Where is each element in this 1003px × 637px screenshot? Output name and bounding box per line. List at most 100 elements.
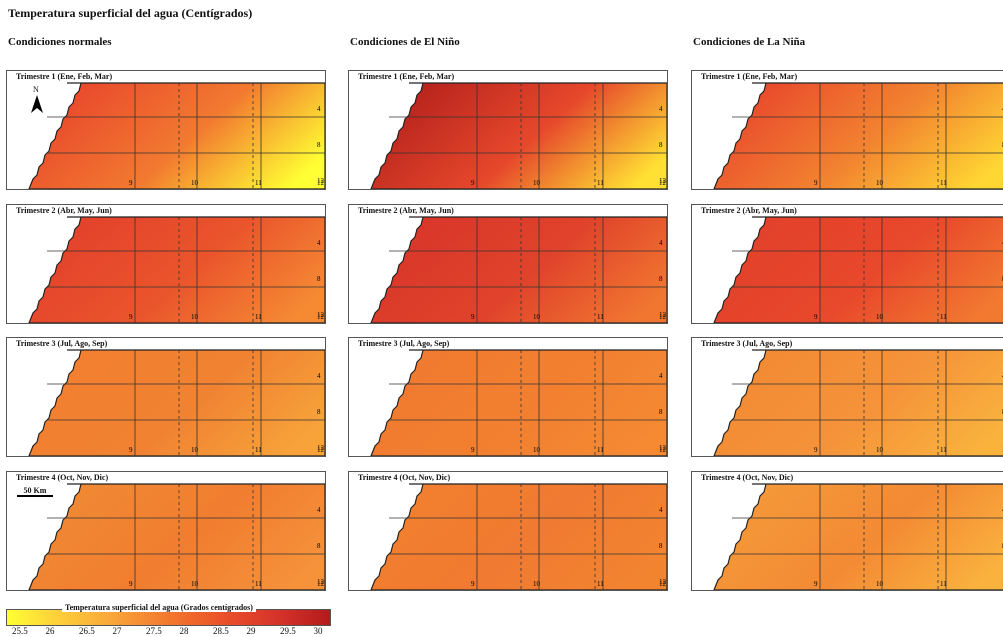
legend-tick-label: 26 (45, 626, 55, 636)
grid-column-label: 12 (317, 313, 325, 321)
grid-row-label: 12 (659, 311, 667, 319)
scale-bar: 50 Km (17, 486, 53, 497)
grid-column-label: 11 (597, 313, 604, 321)
grid-row-label: 8 (659, 542, 663, 550)
sea-area (713, 483, 1003, 590)
grid-row-label: 8 (317, 542, 321, 550)
grid-column-label: 11 (255, 179, 262, 187)
grid-row-label: 12 (317, 177, 325, 185)
grid-column-label: 9 (129, 179, 133, 187)
sea-area (713, 349, 1003, 456)
grid-column-label: 11 (597, 179, 604, 187)
grid-column-label: 12 (659, 179, 667, 187)
grid-column-label: 9 (129, 446, 133, 454)
grid-row-label: 8 (317, 408, 321, 416)
sea-area (370, 349, 667, 456)
map-panel-normal-q2: Trimestre 2 (Abr, May, Jun) 4 8 12 9 10 11 12 (6, 204, 326, 324)
sea-area (28, 483, 325, 590)
grid-row-label: 12 (659, 578, 667, 586)
sea-area (713, 82, 1003, 189)
panel-label: Trimestre 2 (Abr, May, Jun) (14, 206, 114, 215)
panel-label: Trimestre 1 (Ene, Feb, Mar) (14, 72, 115, 81)
grid-row-label: 4 (659, 506, 663, 514)
grid-column-label: 10 (533, 580, 541, 588)
panel-label: Trimestre 4 (Oct, Nov, Dic) (699, 473, 796, 482)
grid-row-label: 12 (317, 444, 325, 452)
legend-tick-label: 29.5 (280, 626, 296, 636)
grid-column-label: 9 (814, 580, 818, 588)
north-label: N (33, 85, 39, 94)
grid-row-label: 12 (317, 311, 325, 319)
north-arrow-icon: N (27, 85, 47, 115)
grid-column-label: 12 (659, 313, 667, 321)
sea-area (370, 216, 667, 323)
map-panel-nino-q2: Trimestre 2 (Abr, May, Jun) 4 8 12 9 10 11 12 (348, 204, 668, 324)
grid-column-label: 10 (191, 179, 199, 187)
sea-area (713, 216, 1003, 323)
map-panel-normal-q3: Trimestre 3 (Jul, Ago, Sep) 4 8 12 9 10 11 12 (6, 337, 326, 457)
grid-column-label: 10 (876, 446, 884, 454)
panel-label: Trimestre 2 (Abr, May, Jun) (356, 206, 456, 215)
grid-column-label: 10 (191, 580, 199, 588)
grid-column-label: 12 (659, 580, 667, 588)
panel-label: Trimestre 1 (Ene, Feb, Mar) (356, 72, 457, 81)
grid-column-label: 9 (471, 179, 475, 187)
sea-area (28, 216, 325, 323)
grid-column-label: 10 (191, 313, 199, 321)
grid-row-label: 4 (317, 372, 321, 380)
grid-column-label: 9 (814, 313, 818, 321)
panel-label: Trimestre 3 (Jul, Ago, Sep) (699, 339, 795, 348)
sea-area (28, 82, 325, 189)
panel-label: Trimestre 3 (Jul, Ago, Sep) (14, 339, 110, 348)
grid-column-label: 9 (814, 179, 818, 187)
grid-row-label: 12 (659, 177, 667, 185)
grid-row-label: 4 (317, 506, 321, 514)
grid-column-label: 9 (471, 446, 475, 454)
grid-column-label: 10 (533, 446, 541, 454)
grid-column-label: 10 (533, 313, 541, 321)
grid-column-label: 10 (533, 179, 541, 187)
legend-tick-label: 28 (179, 626, 189, 636)
grid-column-label: 9 (129, 313, 133, 321)
sea-area (370, 483, 667, 590)
grid-column-label: 11 (255, 313, 262, 321)
grid-row-label: 4 (317, 239, 321, 247)
grid-column-label: 12 (317, 446, 325, 454)
map-panel-normal-q4: Trimestre 4 (Oct, Nov, Dic) 4 8 12 9 10 11 12 50… (6, 471, 326, 591)
grid-column-label: 10 (191, 446, 199, 454)
grid-column-label: 11 (940, 580, 947, 588)
grid-column-label: 10 (876, 313, 884, 321)
grid-column-label: 11 (597, 446, 604, 454)
legend-tick-label: 30 (313, 626, 323, 636)
grid-column-label: 11 (940, 179, 947, 187)
sea-area (370, 82, 667, 189)
grid-row-label: 8 (317, 141, 321, 149)
map-panel-normal-q1: Trimestre 1 (Ene, Feb, Mar) 4 8 12 9 10 11 12 N (6, 70, 326, 190)
grid-row-label: 8 (659, 408, 663, 416)
grid-column-label: 9 (471, 313, 475, 321)
grid-column-label: 11 (597, 580, 604, 588)
grid-column-label: 11 (255, 580, 262, 588)
legend-tick-label: 28.5 (213, 626, 229, 636)
grid-column-label: 12 (659, 446, 667, 454)
legend-tick-label: 27 (112, 626, 122, 636)
legend-tick-label: 29 (246, 626, 256, 636)
map-title: Temperatura superficial del agua (Centíg… (8, 6, 253, 20)
map-panel-nino-q4: Trimestre 4 (Oct, Nov, Dic) 4 8 12 9 10 11 12 (348, 471, 668, 591)
grid-row-label: 4 (317, 105, 321, 113)
grid-column-label: 10 (876, 179, 884, 187)
grid-column-label: 11 (940, 313, 947, 321)
